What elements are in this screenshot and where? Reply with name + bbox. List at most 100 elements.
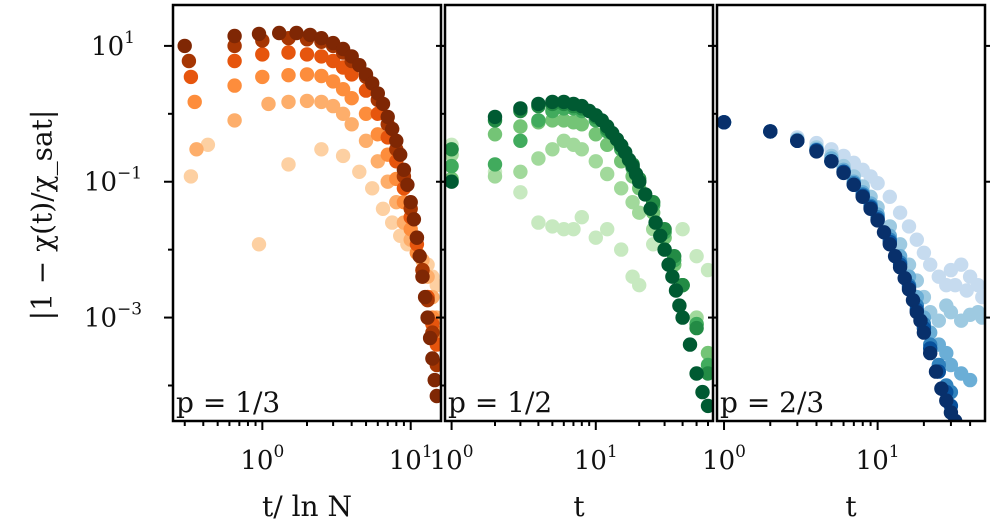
data-point: [943, 305, 959, 320]
x-tick-label: 101: [389, 442, 433, 476]
data-point: [901, 282, 917, 297]
data-point: [251, 237, 267, 252]
data-point: [790, 133, 805, 148]
data-point: [665, 269, 680, 284]
data-point: [763, 124, 778, 139]
data-point: [600, 222, 615, 237]
data-point: [672, 298, 687, 313]
data-point: [375, 96, 391, 112]
data-point: [177, 38, 192, 54]
data-point: [289, 25, 304, 41]
data-point: [299, 67, 315, 82]
axes-frame: [443, 3, 715, 423]
data-point: [545, 142, 560, 157]
data-point: [675, 222, 690, 237]
x-tick-label: 100: [240, 442, 284, 476]
data-point: [689, 366, 704, 381]
data-point: [962, 372, 978, 388]
data-point: [314, 31, 329, 46]
data-point: [588, 230, 603, 245]
data-point: [913, 313, 928, 328]
data-point: [513, 101, 528, 116]
data-point: [855, 189, 870, 204]
data-point: [700, 262, 713, 278]
data-point: [531, 151, 546, 166]
data-point: [588, 127, 603, 142]
data-point: [420, 310, 435, 325]
y-tick-label: 10−1: [84, 164, 142, 198]
data-point: [400, 177, 415, 192]
data-point: [625, 195, 640, 210]
data-point: [916, 325, 932, 340]
data-point: [255, 47, 270, 62]
data-point: [281, 157, 296, 172]
data-point: [909, 232, 924, 247]
data-point: [700, 345, 713, 361]
panel-p-one-half: 100 101 p = 1/2 t: [430, 3, 718, 523]
data-point: [412, 249, 427, 264]
data-point: [227, 78, 242, 93]
data-point: [876, 225, 892, 240]
data-point: [181, 53, 197, 69]
data-point: [897, 271, 912, 286]
data-point: [614, 242, 629, 257]
data-point: [959, 283, 974, 298]
data-point: [251, 26, 267, 42]
x-tick-label: 100: [430, 442, 474, 476]
data-point: [344, 117, 359, 132]
data-point: [385, 215, 400, 230]
data-point: [675, 310, 690, 325]
markers: [445, 94, 713, 414]
data-point: [905, 293, 921, 308]
data-point: [632, 174, 647, 189]
data-point: [717, 115, 732, 130]
data-point: [836, 165, 851, 181]
data-point: [970, 278, 985, 293]
x-tick-label: 101: [856, 442, 900, 476]
data-point: [643, 201, 658, 216]
data-point: [325, 74, 341, 89]
data-point: [682, 337, 698, 352]
data-point: [531, 113, 546, 128]
data-point: [406, 212, 422, 227]
data-point: [358, 106, 374, 122]
data-point: [600, 166, 615, 182]
data-point: [513, 164, 528, 179]
panel-p-one-third: 100 101 101 10−1 10−3 p = 1/3 t/ ln N: [84, 3, 446, 523]
x-axis-title: t: [845, 490, 857, 523]
data-point: [487, 169, 503, 184]
data-point: [281, 94, 296, 110]
series-6: [717, 115, 963, 421]
data-point: [954, 257, 969, 272]
data-point: [422, 330, 438, 346]
data-point: [661, 257, 676, 272]
data-point: [916, 245, 932, 260]
y-axis-title: |1 − χ(t)/χ_sat|: [26, 110, 59, 321]
data-point: [299, 47, 315, 62]
data-point: [375, 201, 391, 216]
data-point: [385, 121, 400, 137]
data-point: [427, 372, 441, 388]
data-point: [302, 27, 318, 43]
data-point: [513, 133, 528, 148]
data-point: [314, 94, 329, 110]
data-point: [657, 242, 672, 257]
data-point: [403, 195, 418, 210]
data-point: [923, 257, 938, 272]
data-point: [668, 283, 684, 298]
data-point: [513, 119, 528, 134]
data-point: [189, 142, 204, 157]
data-point: [409, 230, 425, 245]
data-point: [700, 398, 713, 414]
data-point: [255, 69, 270, 85]
data-point: [923, 345, 938, 361]
data-point: [943, 357, 959, 373]
data-point: [882, 237, 897, 252]
data-point: [272, 25, 287, 41]
panel-annotation: p = 2/3: [720, 386, 824, 419]
data-point: [425, 351, 440, 366]
data-point: [566, 222, 581, 237]
data-point: [314, 49, 329, 64]
x-axis-title: t/ ln N: [262, 490, 352, 523]
data-point: [358, 133, 374, 148]
